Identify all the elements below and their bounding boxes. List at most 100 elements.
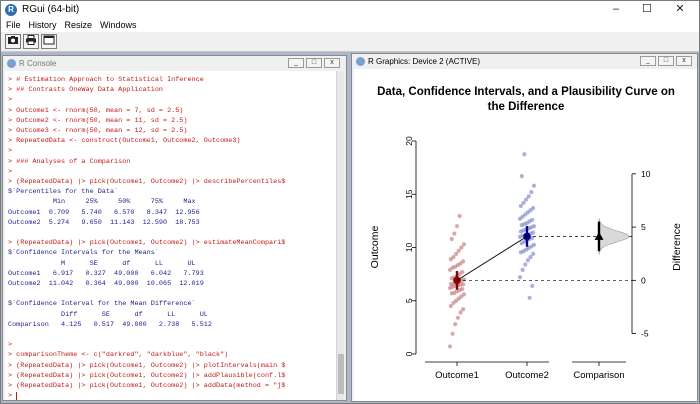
data-point [451,254,456,260]
graphics-window[interactable]: R Graphics: Device 2 (ACTIVE) _ □ x Data… [351,53,698,402]
console-maximize-button[interactable]: □ [306,58,322,68]
camera-icon[interactable] [5,34,21,49]
console-line: M SE df LL UL [8,259,196,268]
x-tick-label: Outcome1 [435,370,479,381]
text-cursor [16,391,18,400]
data-point [453,322,458,327]
console-text: > # Estimation Approach to Statistical I… [8,75,285,400]
camera-glyph [8,36,18,44]
console-titlebar: R Console _ □ x [3,56,346,70]
graphics-maximize-button[interactable]: □ [658,56,674,66]
console-line: > Outcome3 <- rnorm(50, mean = 12, sd = … [8,127,188,136]
data-point [531,230,536,235]
y-tick-label: 0 [404,351,414,356]
maximize-button[interactable]: ☐ [642,3,652,15]
data-point [521,200,526,205]
data-point [454,251,459,256]
difference-point [594,231,604,240]
r-console-icon [7,58,16,68]
console-scrollbar[interactable] [336,71,344,400]
scrollbar-thumb[interactable] [338,354,344,394]
console-output[interactable]: > # Estimation Approach to Statistical I… [5,71,344,400]
right-tick-label: 5 [641,222,646,232]
console-line: > (RepeatedData) |> pick(Outcome1, Outco… [8,361,286,370]
data-point [531,205,536,211]
data-point [461,242,467,247]
menu-history[interactable]: History [28,20,57,30]
data-point [531,242,537,247]
x-tick-label: Outcome2 [505,370,549,381]
console-line: > # Estimation Approach to Statistical I… [8,76,204,84]
data-point [459,245,464,250]
data-point [527,295,532,300]
console-minimize-button[interactable]: _ [288,58,304,68]
console-line: Diff SE df LL UL [8,310,208,319]
console-line: > [8,341,13,350]
data-point [449,236,454,242]
window-glyph [43,35,55,45]
data-point [530,283,535,288]
data-point [530,217,535,223]
console-line [8,330,285,340]
data-point [531,224,537,229]
printer-icon[interactable] [23,34,39,49]
chart-title: Data, Confidence Intervals, and a Plausi… [377,86,675,98]
data-point [526,194,531,199]
y-tick-label: 10 [404,243,414,253]
console-close-button[interactable]: x [324,58,340,68]
console-line: Comparison 4.125 0.517 49.000 2.738 5.51… [8,320,212,329]
data-point [461,259,466,264]
data-point [447,344,453,349]
console-window[interactable]: R Console _ □ x > # Estimation Approach … [2,55,347,401]
graphics-minimize-button[interactable]: _ [640,56,656,66]
right-tick-label: 10 [641,169,651,179]
console-line: > (RepeatedData) |> pick(Outcome1, Outco… [8,178,286,187]
y-axis-label: Outcome [369,226,381,269]
data-point [531,251,536,256]
plot-area: Data, Confidence Intervals, and a Plausi… [354,69,697,401]
data-point [519,174,524,179]
printer-glyph [26,35,36,45]
console-line: > [8,96,13,105]
data-point [461,292,467,297]
window-icon[interactable] [41,34,57,49]
console-line: > Outcome1 <- rnorm(50, mean = 7, sd = 2… [8,106,184,115]
toolbar [1,32,699,52]
graphics-titlebar: R Graphics: Device 2 (ACTIVE) _ □ x [352,54,697,68]
console-line: $`Confidence Interval for the Mean Diffe… [8,300,196,309]
minimize-button[interactable]: – [612,3,620,15]
mean-connector [456,236,528,281]
console-line: Min 25% 50% 75% Max [8,198,196,207]
data-point [450,331,455,336]
r-logo-icon: R [5,3,17,16]
console-line: > comparisonTheme <- c("darkred", "darkb… [8,351,229,360]
console-line: > [8,391,285,400]
console-line: > [8,147,13,156]
data-point [517,275,523,280]
close-button[interactable]: ✕ [675,3,685,15]
menu-windows[interactable]: Windows [100,20,137,30]
plausibility-curve [598,218,630,255]
x-tick-label: Comparison [573,370,624,381]
menu-bar: File History Resize Windows [1,18,699,32]
data-point [457,213,462,219]
graphics-close-button[interactable]: x [676,56,692,66]
menu-file[interactable]: File [6,20,21,30]
data-point [520,267,525,272]
console-line: Outcome2 5.274 9.650 11.143 12.590 18.75… [8,218,200,227]
console-line: $`Percentiles for the Data` [8,188,119,197]
data-point [455,315,460,320]
menu-resize[interactable]: Resize [64,20,93,30]
console-line: $`Confidence Intervals for the Means` [8,249,159,258]
console-line: > [8,167,13,176]
data-point [452,231,457,236]
console-line [8,228,285,238]
chart-svg: Data, Confidence Intervals, and a Plausi… [369,86,683,381]
y-tick-label: 5 [404,298,414,303]
console-line: Outcome1 6.917 0.327 49.000 6.042 7.793 [8,269,204,278]
right-tick-label: -5 [641,329,649,339]
data-point [525,258,530,263]
graphics-title: R Graphics: Device 2 (ACTIVE) [368,56,481,66]
data-point [518,203,523,209]
